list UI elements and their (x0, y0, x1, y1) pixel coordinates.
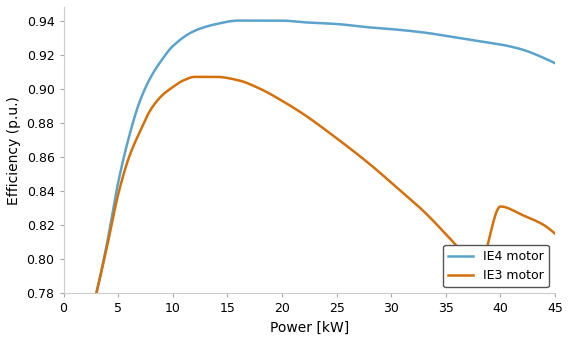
IE4 motor (408, 29, 415, 33)
IE3 motor (451, 241, 458, 246)
X-axis label: Power [kW]: Power [kW] (270, 321, 349, 335)
IE4 motor (552, 61, 559, 65)
IE4 motor (451, 35, 458, 39)
IE4 motor (140, 91, 146, 95)
IE3 motor (140, 122, 146, 127)
IE3 motor (408, 198, 415, 202)
Legend: IE4 motor, IE3 motor: IE4 motor, IE3 motor (443, 245, 549, 287)
IE3 motor (295, 109, 302, 113)
IE4 motor (279, 18, 286, 23)
Line: IE4 motor: IE4 motor (96, 21, 555, 293)
IE4 motor (295, 20, 302, 24)
IE4 motor (459, 37, 466, 41)
IE4 motor (93, 291, 100, 295)
IE3 motor (459, 251, 466, 255)
IE3 motor (192, 75, 198, 79)
Y-axis label: Efficiency (p.u.): Efficiency (p.u.) (7, 96, 21, 205)
IE3 motor (552, 232, 559, 236)
IE4 motor (235, 18, 242, 23)
IE3 motor (93, 291, 100, 295)
Line: IE3 motor: IE3 motor (96, 77, 555, 293)
IE3 motor (279, 99, 286, 103)
